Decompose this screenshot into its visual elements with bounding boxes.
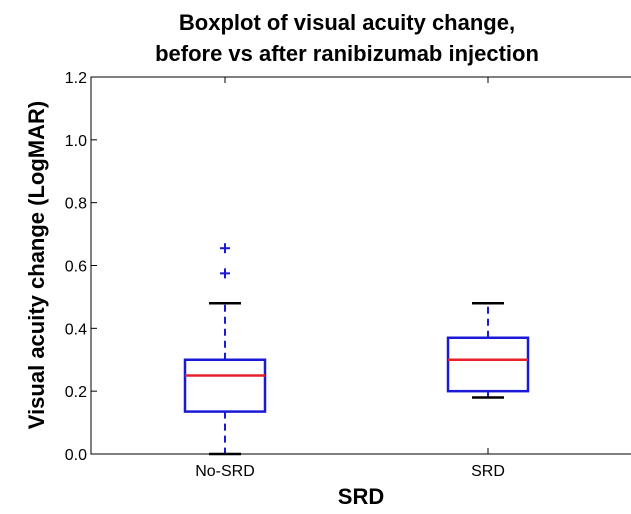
outlier-marker bbox=[220, 243, 230, 254]
y-tick-label: 1.2 bbox=[65, 70, 87, 87]
box-group-no-srd bbox=[183, 243, 267, 456]
y-tick-label: 0.6 bbox=[65, 259, 87, 276]
boxes-layer bbox=[183, 243, 530, 456]
y-tick-label: 0.2 bbox=[65, 384, 87, 401]
x-axis: No-SRD SRD bbox=[195, 77, 505, 480]
y-tick-label: 0.8 bbox=[65, 196, 87, 213]
y-tick-label: 1.0 bbox=[65, 133, 87, 150]
outlier-marker bbox=[220, 268, 230, 279]
box-group-srd bbox=[446, 301, 530, 399]
y-axis: 0.0 0.2 0.4 0.6 0.8 1.0 1.2 bbox=[65, 70, 97, 464]
x-tick-label: No-SRD bbox=[195, 463, 255, 480]
plot-area bbox=[90, 76, 631, 455]
x-tick-label: SRD bbox=[471, 463, 505, 480]
iqr-box bbox=[183, 358, 267, 413]
y-axis-title: Visual acuity change (LogMAR) bbox=[24, 101, 49, 429]
y-tick-label: 0.4 bbox=[65, 321, 87, 338]
iqr-box bbox=[446, 336, 530, 393]
y-tick-label: 0.0 bbox=[65, 447, 87, 464]
chart-title-line-1: Boxplot of visual acuity change, bbox=[179, 10, 515, 35]
chart-title-line-2: before vs after ranibizumab injection bbox=[155, 41, 539, 66]
x-axis-title: SRD bbox=[338, 484, 384, 509]
